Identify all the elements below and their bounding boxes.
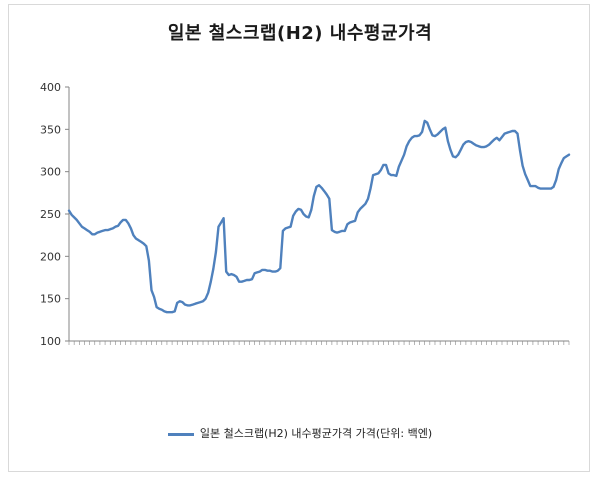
legend: 일본 철스크랩(H2) 내수평균가격 가격(단위: 백엔) <box>9 425 591 441</box>
y-tick-label: 200 <box>40 250 61 263</box>
y-axis: 100 150 200 250 300 350 400 <box>40 81 70 348</box>
y-tick-label: 250 <box>40 208 61 221</box>
series-line <box>67 119 571 314</box>
chart-frame: 일본 철스크랩(H2) 내수평균가격 100 150 200 250 300 350 400… <box>8 4 590 472</box>
series-layer <box>67 119 571 314</box>
y-tick-label: 350 <box>40 123 61 136</box>
y-tick-label: 100 <box>40 335 61 348</box>
y-tick-label: 400 <box>40 81 61 94</box>
chart-title: 일본 철스크랩(H2) 내수평균가격 <box>167 23 433 44</box>
x-axis <box>68 340 570 345</box>
legend-label: 일본 철스크랩(H2) 내수평균가격 가격(단위: 백엔) <box>199 427 433 440</box>
line-chart: 100 150 200 250 300 350 400 <box>40 81 571 348</box>
y-tick-label: 300 <box>40 166 61 179</box>
legend-swatch <box>167 432 194 436</box>
y-tick-label: 150 <box>40 293 61 306</box>
